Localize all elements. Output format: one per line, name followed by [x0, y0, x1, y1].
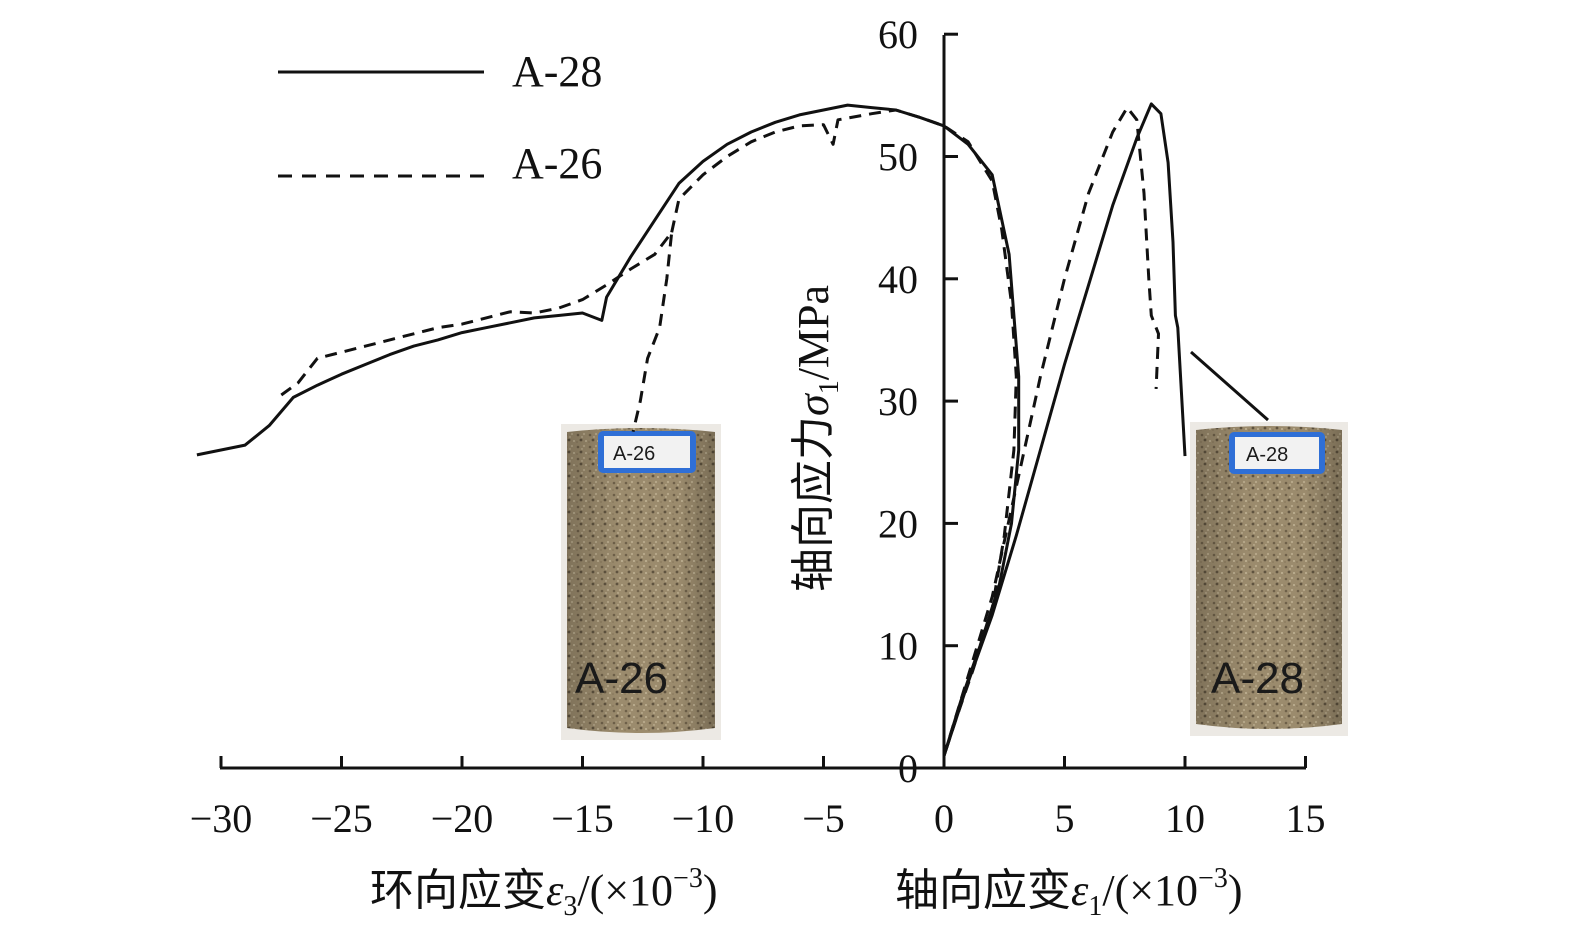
- series-a-28-lateral-line: [196, 103, 1021, 757]
- x-ticks: −30 −25 −20 −15 −10 −5 0 5 10 15: [190, 756, 1326, 841]
- a28-leader-line: [1190, 350, 1269, 422]
- legend-label-a28: A-28: [512, 47, 602, 96]
- photo-label-a26: A-26: [575, 654, 668, 703]
- y-tick-label: 40: [878, 257, 918, 302]
- x-axis-title-right: 轴向应变ε1/(×10−3): [895, 863, 1243, 922]
- y-axis-title: 轴向应力σ1/MPa: [789, 285, 845, 592]
- x-tick-label: 5: [1055, 796, 1075, 841]
- series-a-28-axial-line: [942, 102, 1187, 757]
- series-a-26-lateral-line: [280, 230, 674, 433]
- y-ticks: 0 10 20 30 40 50 60: [878, 12, 958, 791]
- series-layer: [196, 102, 1187, 757]
- x-tick-label: 10: [1165, 796, 1205, 841]
- x-tick-label: 0: [934, 796, 954, 841]
- y-tick-label: 60: [878, 12, 918, 57]
- x-tick-label: −10: [672, 796, 735, 841]
- y-tick-label: 50: [878, 135, 918, 180]
- specimen-photo-a28: A-28: [1190, 422, 1348, 736]
- x-tick-label: −15: [551, 796, 614, 841]
- y-tick-label: 20: [878, 501, 918, 546]
- y-axis: 0 10 20 30 40 50 60: [878, 12, 958, 791]
- photo-label-a28: A-28: [1211, 654, 1304, 703]
- specimen-tag-a26-text: A-26: [613, 443, 655, 465]
- specimen-photo-a26: A-26: [561, 424, 721, 740]
- x-tick-label: −30: [190, 796, 253, 841]
- legend-label-a26: A-26: [512, 139, 602, 188]
- x-tick-label: 15: [1286, 796, 1326, 841]
- series-a-26-lateral-upper-line: [670, 108, 1018, 757]
- y-tick-label: 30: [878, 379, 918, 424]
- series-a-26-axial-line: [942, 106, 1160, 757]
- specimen-tag-a28-text: A-28: [1246, 444, 1288, 466]
- x-tick-label: −5: [802, 796, 845, 841]
- x-tick-label: −25: [310, 796, 373, 841]
- y-tick-label: 0: [898, 746, 918, 791]
- legend: A-28 A-26: [278, 47, 602, 188]
- x-axis: −30 −25 −20 −15 −10 −5 0 5 10 15: [190, 756, 1326, 841]
- x-tick-label: −20: [431, 796, 494, 841]
- y-tick-label: 10: [878, 624, 918, 669]
- x-axis-title-left: 环向应变ε3/(×10−3): [370, 863, 718, 922]
